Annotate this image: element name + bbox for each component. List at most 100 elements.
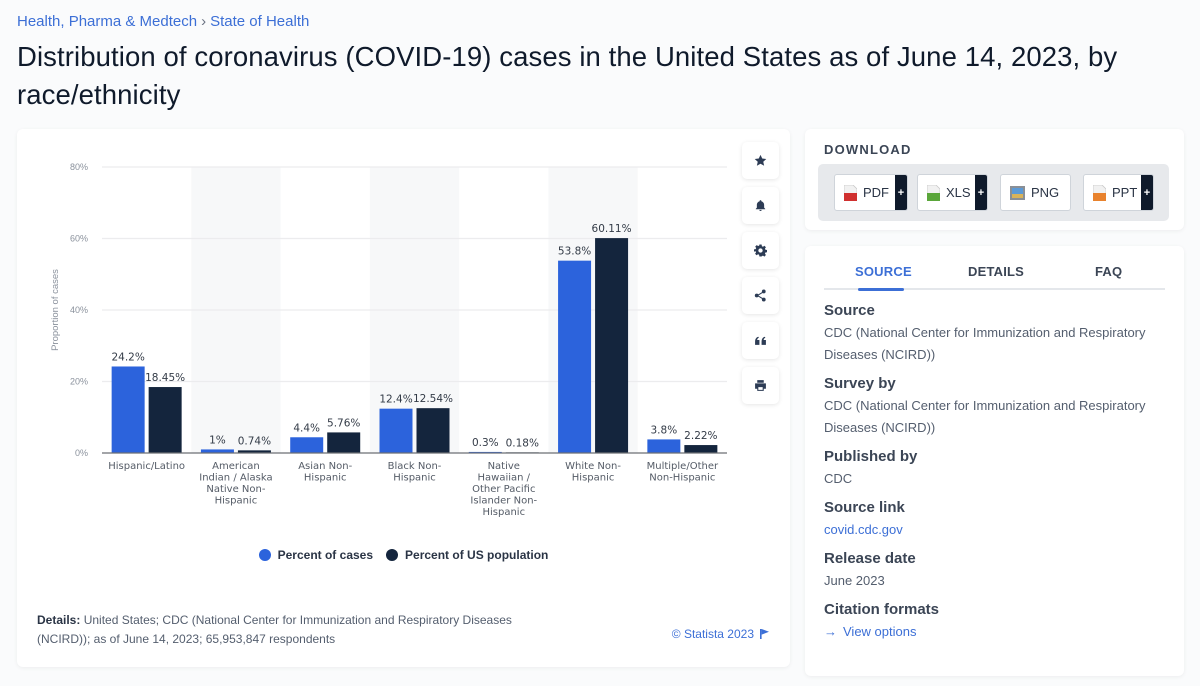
print-icon xyxy=(755,380,766,391)
download-panel: DOWNLOAD PDF + XLS + PNG PPT + xyxy=(805,129,1184,230)
bar-percent-of-cases xyxy=(379,408,413,453)
bar-percent-of-cases xyxy=(200,449,234,453)
gear-icon xyxy=(754,244,767,257)
source-link-label: Source link xyxy=(824,499,905,516)
details-text: United States; CDC (National Center for … xyxy=(37,613,512,646)
published-by-label: Published by xyxy=(824,448,918,465)
flag-icon xyxy=(760,629,769,639)
breadcrumb-item-state-of-health[interactable]: State of Health xyxy=(210,13,310,30)
breadcrumb: Health, Pharma & Medtech › State of Health xyxy=(17,13,309,30)
data-label: 3.8% xyxy=(651,424,678,436)
download-pdf-label: PDF xyxy=(863,185,889,200)
download-png-button[interactable]: PNG xyxy=(1000,174,1071,211)
legend-item-population[interactable]: Percent of US population xyxy=(386,548,548,562)
data-label: 4.4% xyxy=(293,422,320,434)
download-xls-plus[interactable]: + xyxy=(975,175,987,210)
survey-by-label: Survey by xyxy=(824,375,896,392)
bar-percent-of-cases xyxy=(647,439,681,453)
source-link[interactable]: covid.cdc.gov xyxy=(824,522,903,537)
view-options-link[interactable]: → View options xyxy=(824,621,1164,643)
data-label: 0.18% xyxy=(506,437,539,449)
data-label: 12.4% xyxy=(379,394,412,406)
legend-item-cases[interactable]: Percent of cases xyxy=(258,548,374,562)
x-tick-label: Native Hawaiian / Other Pacific Islander No… xyxy=(470,461,537,518)
data-label: 18.45% xyxy=(145,372,185,384)
x-tick-label: Hispanic/Latino xyxy=(108,461,185,472)
y-tick-label: 80% xyxy=(70,162,88,172)
data-label: 5.76% xyxy=(327,417,360,429)
y-tick-label: 60% xyxy=(70,234,88,244)
legend-label-population: Percent of US population xyxy=(405,548,549,562)
y-tick-label: 0% xyxy=(75,448,88,458)
citation-formats-label: Citation formats xyxy=(824,601,940,618)
bar-percent-of-population xyxy=(148,387,182,453)
y-axis-label: Proportion of cases xyxy=(50,269,61,351)
data-label: 53.8% xyxy=(558,246,591,258)
legend-swatch-population xyxy=(386,549,399,561)
info-tabs: SOURCE DETAILS FAQ xyxy=(824,262,1165,291)
view-options-label: View options xyxy=(843,624,917,639)
release-date-label: Release date xyxy=(824,550,916,567)
bar-percent-of-cases xyxy=(290,437,324,453)
legend-swatch-cases xyxy=(258,549,271,561)
cite-button[interactable] xyxy=(742,322,779,359)
bar-percent-of-cases xyxy=(558,260,592,453)
source-value: CDC (National Center for Immunization an… xyxy=(824,325,1146,362)
tab-source[interactable]: SOURCE xyxy=(855,264,912,279)
breadcrumb-item-health[interactable]: Health, Pharma & Medtech xyxy=(17,13,198,30)
data-label: 60.11% xyxy=(592,223,632,235)
arrow-right-icon: → xyxy=(824,624,837,639)
data-label: 12.54% xyxy=(413,393,453,405)
x-tick-label: Asian Non-Hispanic xyxy=(298,461,352,484)
download-title: DOWNLOAD xyxy=(824,142,912,157)
pdf-file-icon xyxy=(844,184,857,201)
details-label: Details: xyxy=(37,613,81,627)
bar-percent-of-population xyxy=(237,450,271,453)
print-button[interactable] xyxy=(742,367,779,404)
download-ppt-button[interactable]: PPT + xyxy=(1083,174,1154,211)
info-body: Source CDC (National Center for Immuniza… xyxy=(824,302,1164,652)
published-by-value: CDC xyxy=(824,471,853,486)
data-label: 2.22% xyxy=(684,430,717,442)
star-icon xyxy=(754,154,767,166)
download-xls-button[interactable]: XLS + xyxy=(917,174,988,211)
x-tick-label: Black Non-Hispanic xyxy=(388,461,442,484)
download-ppt-label: PPT xyxy=(1112,185,1138,200)
download-pdf-plus[interactable]: + xyxy=(895,175,907,210)
x-tick-label: Multiple/Other Non-Hispanic xyxy=(647,461,719,484)
bar-percent-of-cases xyxy=(111,366,145,453)
chart-card: 0% 20% 40% 60% 80% Proportion of cases 24.2% 1%… xyxy=(17,129,790,667)
copyright-link[interactable]: © Statista 2023 xyxy=(672,627,769,641)
download-xls-label: XLS xyxy=(946,185,971,200)
breadcrumb-separator: › xyxy=(201,13,207,30)
y-tick-label: 40% xyxy=(70,305,88,315)
download-png-label: PNG xyxy=(1031,185,1060,200)
share-button[interactable] xyxy=(742,277,779,314)
bar-percent-of-population xyxy=(327,432,361,453)
active-tab-indicator xyxy=(858,288,904,291)
settings-button[interactable] xyxy=(742,232,779,269)
ppt-file-icon xyxy=(1093,184,1106,201)
xls-file-icon xyxy=(927,184,940,201)
tab-details[interactable]: DETAILS xyxy=(968,264,1025,279)
data-label: 1% xyxy=(209,434,226,446)
release-date-value: June 2023 xyxy=(824,573,885,588)
notification-button[interactable] xyxy=(742,187,779,224)
share-icon xyxy=(754,289,766,302)
quote-icon xyxy=(755,336,766,345)
chart-toolbar xyxy=(742,142,779,412)
bell-icon xyxy=(755,200,766,212)
source-label: Source xyxy=(824,302,875,319)
legend-label-cases: Percent of cases xyxy=(277,548,374,562)
data-label: 0.3% xyxy=(472,437,499,449)
x-tick-label: White Non-Hispanic xyxy=(565,461,621,484)
png-image-icon xyxy=(1010,185,1025,200)
tab-faq[interactable]: FAQ xyxy=(1095,264,1123,279)
bar-percent-of-population xyxy=(684,445,718,453)
download-ppt-plus[interactable]: + xyxy=(1141,175,1153,210)
favorite-button[interactable] xyxy=(742,142,779,179)
data-label: 0.74% xyxy=(238,435,271,447)
copyright-text: © Statista 2023 xyxy=(671,627,754,641)
download-pdf-button[interactable]: PDF + xyxy=(834,174,908,211)
